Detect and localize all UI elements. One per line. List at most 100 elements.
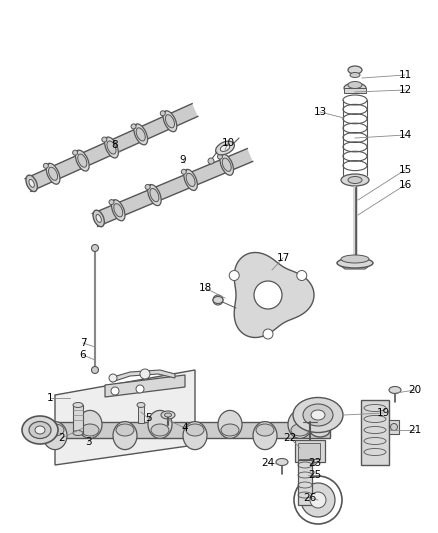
Circle shape xyxy=(297,271,307,280)
Ellipse shape xyxy=(303,404,333,426)
Ellipse shape xyxy=(186,173,195,187)
Circle shape xyxy=(160,111,165,116)
Ellipse shape xyxy=(184,169,198,190)
Ellipse shape xyxy=(163,111,177,132)
Circle shape xyxy=(301,483,335,517)
Circle shape xyxy=(391,424,398,431)
Circle shape xyxy=(208,158,214,164)
Ellipse shape xyxy=(22,416,58,444)
Circle shape xyxy=(109,374,117,382)
Ellipse shape xyxy=(341,174,369,186)
Ellipse shape xyxy=(253,422,277,450)
Text: 16: 16 xyxy=(399,180,412,190)
Circle shape xyxy=(102,137,107,142)
Text: 9: 9 xyxy=(180,155,186,165)
Text: 10: 10 xyxy=(222,138,235,148)
Ellipse shape xyxy=(29,180,34,187)
Text: 1: 1 xyxy=(47,393,53,403)
Circle shape xyxy=(145,184,150,189)
Ellipse shape xyxy=(306,459,314,464)
Text: 13: 13 xyxy=(313,107,327,117)
Bar xyxy=(138,405,144,423)
Ellipse shape xyxy=(341,255,369,263)
Polygon shape xyxy=(337,259,373,269)
Circle shape xyxy=(92,245,99,252)
Ellipse shape xyxy=(105,137,118,158)
Bar xyxy=(298,460,312,505)
Text: 18: 18 xyxy=(198,283,212,293)
Bar xyxy=(344,88,366,93)
Ellipse shape xyxy=(150,189,159,201)
Circle shape xyxy=(213,295,223,305)
Ellipse shape xyxy=(96,214,101,222)
Bar xyxy=(298,443,320,459)
Ellipse shape xyxy=(220,154,233,175)
Ellipse shape xyxy=(348,176,362,183)
Circle shape xyxy=(131,124,136,129)
Ellipse shape xyxy=(49,167,57,180)
Ellipse shape xyxy=(46,424,64,436)
Polygon shape xyxy=(105,375,185,397)
Ellipse shape xyxy=(148,184,161,206)
Text: 20: 20 xyxy=(409,385,421,395)
Circle shape xyxy=(254,281,282,309)
Ellipse shape xyxy=(303,458,317,466)
Ellipse shape xyxy=(337,258,373,268)
Ellipse shape xyxy=(136,128,145,141)
Ellipse shape xyxy=(310,423,330,437)
Ellipse shape xyxy=(46,163,60,184)
Ellipse shape xyxy=(29,422,51,439)
Circle shape xyxy=(73,150,78,155)
Text: 15: 15 xyxy=(399,165,412,175)
Ellipse shape xyxy=(344,83,366,93)
Bar xyxy=(361,400,389,465)
Ellipse shape xyxy=(220,144,230,151)
Ellipse shape xyxy=(350,72,360,77)
Ellipse shape xyxy=(348,82,362,88)
Ellipse shape xyxy=(348,66,362,74)
Text: 22: 22 xyxy=(283,433,297,443)
Ellipse shape xyxy=(35,426,45,434)
Ellipse shape xyxy=(113,422,137,450)
Text: 23: 23 xyxy=(308,458,321,468)
Text: 7: 7 xyxy=(80,338,86,348)
Circle shape xyxy=(218,154,223,159)
Ellipse shape xyxy=(389,386,401,393)
Text: 8: 8 xyxy=(112,140,118,150)
Ellipse shape xyxy=(151,424,169,436)
Ellipse shape xyxy=(256,424,274,436)
Ellipse shape xyxy=(78,410,102,439)
Circle shape xyxy=(294,476,342,524)
Ellipse shape xyxy=(75,150,89,171)
Text: 3: 3 xyxy=(85,437,91,447)
Text: 24: 24 xyxy=(261,458,275,468)
Polygon shape xyxy=(92,149,253,227)
Text: 19: 19 xyxy=(376,408,390,418)
Ellipse shape xyxy=(276,458,288,465)
Circle shape xyxy=(181,169,186,174)
Text: 26: 26 xyxy=(304,493,317,503)
Ellipse shape xyxy=(93,210,104,227)
Ellipse shape xyxy=(291,424,309,436)
Ellipse shape xyxy=(112,200,125,221)
Ellipse shape xyxy=(114,204,123,217)
Ellipse shape xyxy=(78,154,87,167)
Text: 2: 2 xyxy=(59,433,65,443)
Circle shape xyxy=(263,329,273,339)
Text: 21: 21 xyxy=(408,425,422,435)
Circle shape xyxy=(92,367,99,374)
Ellipse shape xyxy=(223,158,231,172)
Ellipse shape xyxy=(215,141,234,155)
Circle shape xyxy=(229,271,239,280)
Ellipse shape xyxy=(107,141,116,154)
Ellipse shape xyxy=(186,424,204,436)
Ellipse shape xyxy=(73,431,83,435)
Ellipse shape xyxy=(213,296,223,303)
Ellipse shape xyxy=(288,410,312,439)
Circle shape xyxy=(136,385,144,393)
Ellipse shape xyxy=(43,422,67,450)
Bar xyxy=(295,440,325,462)
Ellipse shape xyxy=(221,424,239,436)
Text: 17: 17 xyxy=(276,253,290,263)
Text: 11: 11 xyxy=(399,70,412,80)
